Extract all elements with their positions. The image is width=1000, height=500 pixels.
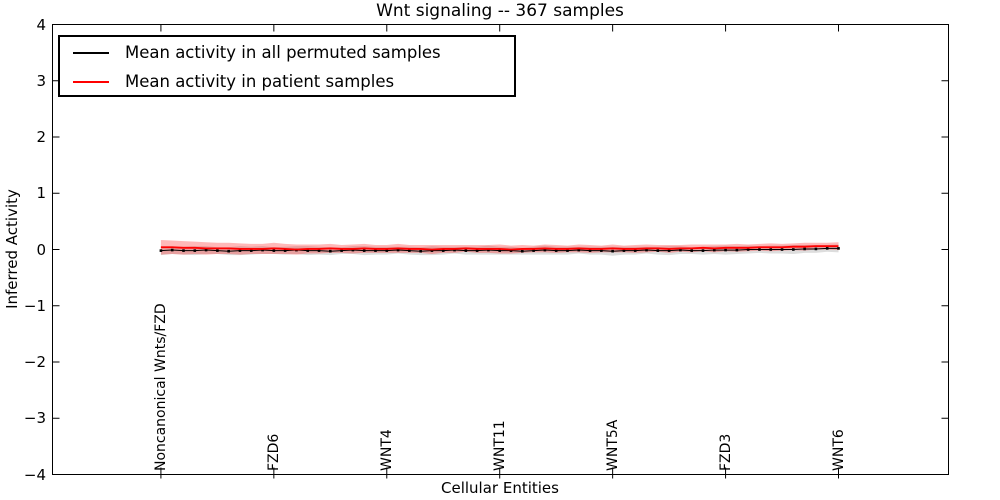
permuted-mean-marker — [441, 249, 445, 252]
permuted-mean-marker — [475, 249, 479, 252]
y-tick-label: 1 — [36, 184, 46, 203]
legend-entry-permuted: Mean activity in all permuted samples — [60, 38, 514, 67]
permuted-line-swatch — [73, 51, 109, 54]
x-tick-label: WNT4 — [378, 429, 395, 471]
permuted-mean-marker — [159, 249, 163, 252]
permuted-mean-marker — [261, 248, 264, 252]
permuted-mean-marker — [814, 247, 818, 251]
permuted-mean-marker — [272, 249, 276, 252]
y-tick-label: −3 — [23, 409, 46, 428]
permuted-mean-marker — [645, 248, 648, 252]
permuted-mean-marker — [633, 249, 637, 252]
permuted-mean-marker — [487, 248, 490, 252]
permuted-mean-marker — [329, 249, 332, 253]
permuted-mean-marker — [600, 249, 603, 252]
permuted-mean-marker — [622, 249, 626, 252]
chart-title: Wnt signaling -- 367 samples — [376, 1, 624, 21]
permuted-mean-marker — [679, 248, 682, 252]
permuted-mean-marker — [193, 249, 197, 252]
permuted-mean-marker — [182, 249, 185, 252]
permuted-mean-marker — [611, 249, 614, 253]
permuted-mean-marker — [543, 248, 547, 252]
x-tick-label: Noncanonical Wnts/FZD — [152, 303, 169, 471]
x-tick-label: FZD6 — [265, 433, 282, 471]
x-tick-label: WNT11 — [491, 420, 508, 471]
permuted-mean-marker — [498, 249, 502, 252]
permuted-mean-marker — [430, 249, 434, 252]
y-tick-label: −4 — [23, 465, 46, 484]
permuted-mean-marker — [509, 249, 513, 252]
permuted-mean-marker — [396, 248, 400, 252]
permuted-mean-marker — [656, 249, 660, 252]
legend: Mean activity in all permuted samples Me… — [58, 35, 516, 97]
permuted-mean-marker — [588, 249, 592, 252]
permuted-mean-marker — [238, 249, 242, 252]
permuted-mean-marker — [837, 247, 840, 250]
y-tick-label: −2 — [23, 353, 46, 371]
legend-label: Mean activity in all permuted samples — [125, 43, 441, 62]
permuted-mean-marker — [520, 249, 524, 253]
permuted-mean-marker — [566, 249, 569, 252]
permuted-mean-marker — [712, 248, 716, 252]
permuted-mean-marker — [577, 248, 581, 252]
permuted-mean-marker — [554, 249, 558, 252]
permuted-mean-marker — [825, 247, 829, 250]
x-tick-label: WNT5A — [604, 419, 621, 471]
permuted-mean-marker — [419, 249, 422, 253]
permuted-mean-marker — [735, 248, 739, 252]
permuted-mean-marker — [385, 249, 389, 252]
permuted-mean-marker — [780, 248, 784, 251]
legend-label: Mean activity in patient samples — [125, 72, 395, 91]
permuted-mean-marker — [351, 248, 355, 252]
permuted-mean-marker — [769, 248, 773, 251]
permuted-mean-marker — [792, 248, 795, 251]
permuted-mean-marker — [690, 249, 693, 252]
x-axis-label: Cellular Entities — [441, 479, 559, 497]
permuted-mean-marker — [249, 249, 253, 252]
permuted-mean-marker — [306, 249, 310, 252]
permuted-mean-marker — [204, 248, 208, 252]
permuted-mean-marker — [408, 249, 411, 252]
y-tick-label: 3 — [36, 71, 46, 90]
x-tick-label: WNT6 — [830, 429, 847, 471]
permuted-mean-marker — [453, 248, 456, 252]
permuted-mean-marker — [283, 249, 287, 252]
patient-line-swatch — [73, 80, 109, 83]
permuted-mean-marker — [532, 249, 535, 252]
permuted-mean-marker — [464, 249, 468, 252]
permuted-mean-marker — [374, 249, 377, 252]
permuted-mean-marker — [362, 249, 366, 252]
permuted-mean-marker — [317, 249, 321, 252]
permuted-mean-marker — [701, 249, 705, 252]
permuted-mean-marker — [170, 248, 174, 252]
y-tick-label: 2 — [36, 128, 46, 146]
permuted-mean-marker — [216, 249, 219, 252]
y-tick-label: −1 — [23, 296, 46, 315]
permuted-mean-marker — [746, 248, 750, 251]
permuted-mean-marker — [758, 248, 761, 251]
legend-entry-patient: Mean activity in patient samples — [60, 67, 514, 96]
x-tick-label: FZD3 — [717, 433, 734, 471]
permuted-mean-marker — [724, 248, 727, 252]
permuted-mean-marker — [667, 249, 671, 252]
y-tick-label: 0 — [36, 240, 46, 259]
permuted-mean-marker — [340, 249, 343, 252]
y-tick-label: 4 — [36, 15, 46, 34]
patient-mean-line — [160, 245, 839, 251]
permuted-mean-marker — [803, 247, 806, 251]
permuted-mean-marker — [227, 249, 230, 253]
